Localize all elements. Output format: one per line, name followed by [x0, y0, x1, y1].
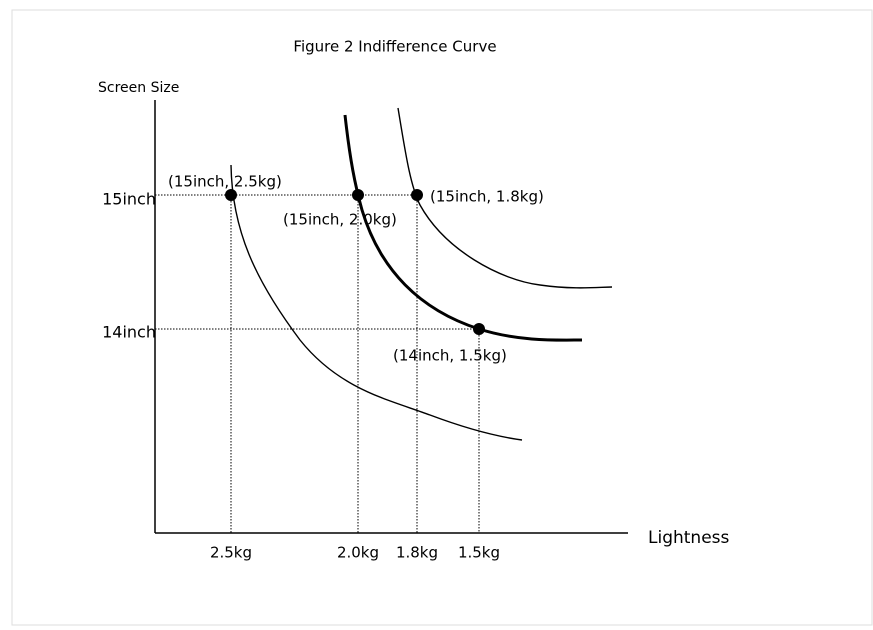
point-label: (15inch, 2.0kg) [283, 211, 397, 229]
point-label: (14inch, 1.5kg) [393, 347, 507, 365]
point [352, 189, 364, 201]
point [411, 189, 423, 201]
y-tick-label: 15inch [102, 190, 156, 209]
title: Figure 2 Indifference Curve [293, 38, 496, 56]
x-tick-label: 1.5kg [458, 544, 500, 562]
x-tick-label: 2.0kg [337, 544, 379, 562]
y-axis-label: Screen Size [98, 80, 179, 96]
indifference-curve [343, 114, 583, 342]
point-label: (15inch, 2.5kg) [168, 173, 282, 191]
x-axis-label: Lightness [648, 528, 730, 548]
frame [11, 9, 873, 626]
indifference-curve [397, 107, 613, 289]
x-tick-label: 2.5kg [210, 544, 252, 562]
indifference-curve [230, 164, 523, 441]
y-tick-label: 14inch [102, 323, 156, 342]
point [473, 323, 485, 335]
point [225, 189, 237, 201]
x-tick-label: 1.8kg [396, 544, 438, 562]
point-label: (15inch, 1.8kg) [430, 188, 544, 206]
